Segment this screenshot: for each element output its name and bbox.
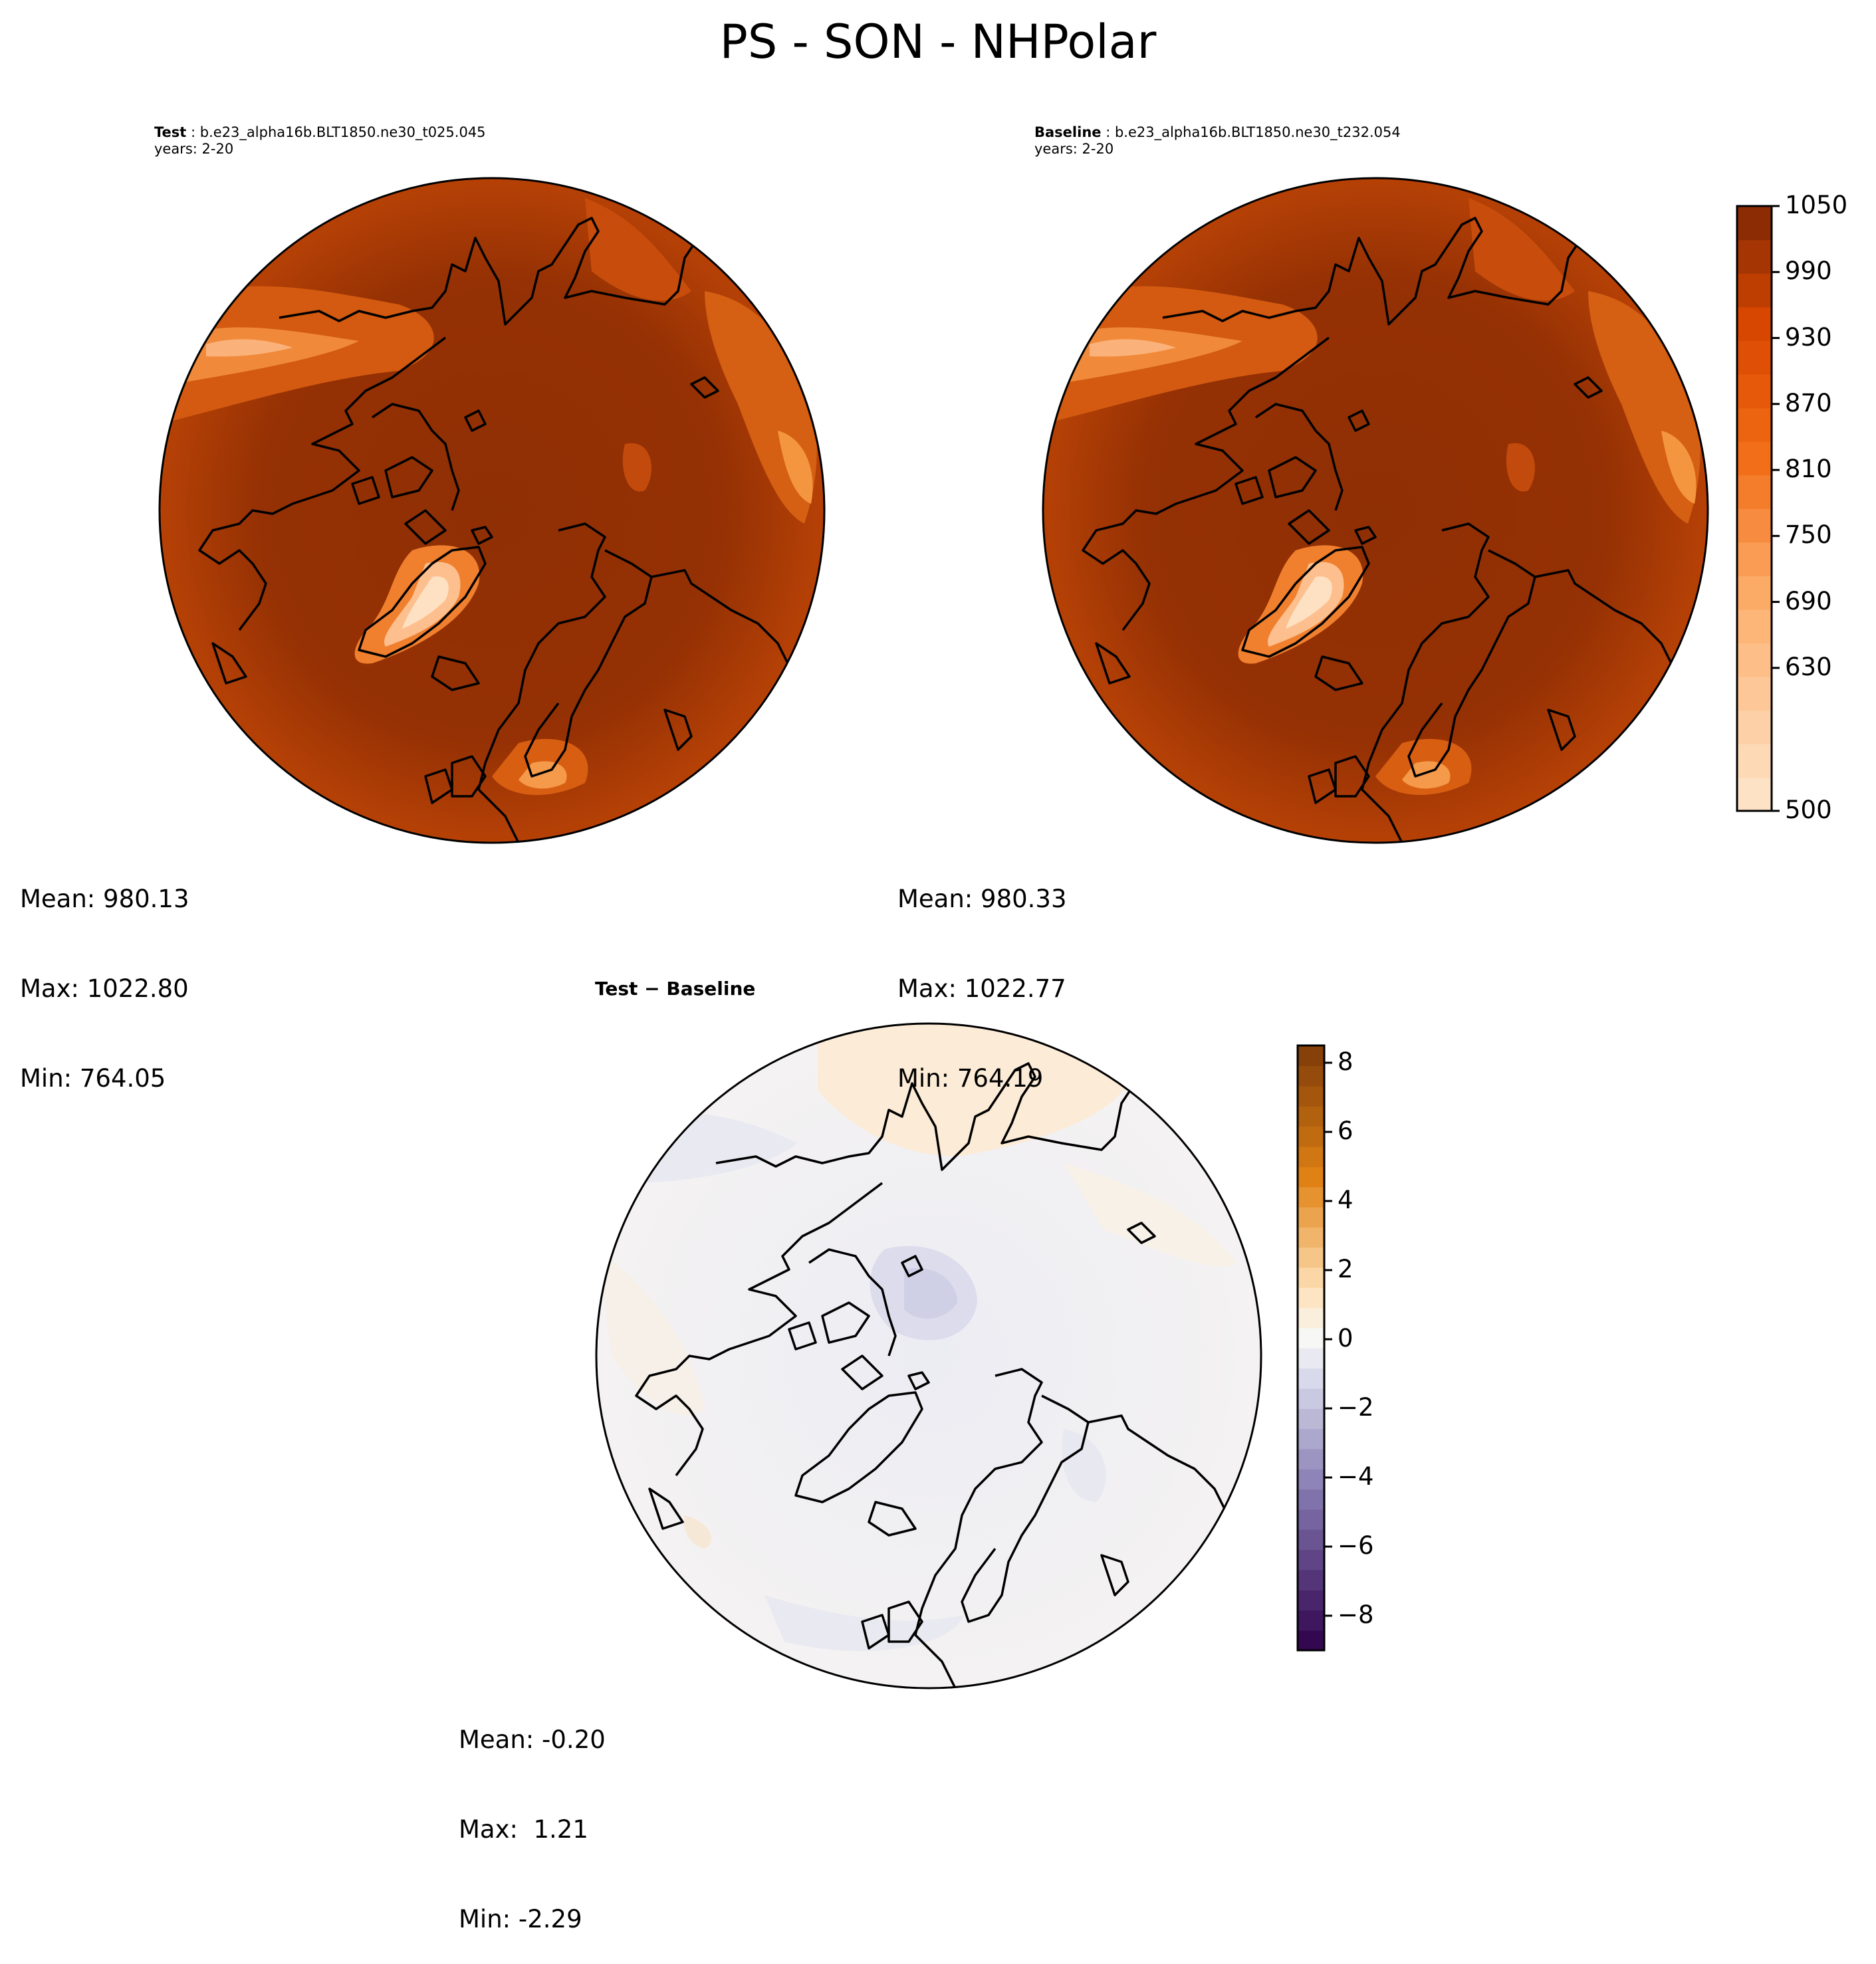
- baseline-stat-min: Min: 764.19: [897, 1064, 1044, 1093]
- diff-colorbar-band: [1298, 1590, 1324, 1611]
- diff-colorbar-band: [1298, 1408, 1324, 1430]
- test-map: [158, 177, 826, 844]
- diff-colorbar-band: [1298, 1489, 1324, 1510]
- baseline-stats: Mean: 980.33 Max: 1022.77 Min: 764.19: [897, 824, 1067, 1123]
- diff-colorbar-band: [1298, 1327, 1324, 1349]
- test-stat-max: Max: 1022.80: [20, 974, 189, 1003]
- main-colorbar-tick-label: 990: [1785, 257, 1832, 286]
- test-panel-title: Test : b.e23_alpha16b.BLT1850.ne30_t025.…: [154, 124, 486, 157]
- diff-colorbar-band: [1298, 1549, 1324, 1571]
- main-colorbar-band: [1737, 643, 1772, 677]
- main-colorbar-band: [1737, 542, 1772, 576]
- main-colorbar-band: [1737, 239, 1772, 274]
- main-colorbar: [1736, 205, 1780, 812]
- main-colorbar-band: [1737, 206, 1772, 241]
- diff-stats: Mean: -0.20 Max: 1.21 Min: -2.29: [459, 1665, 606, 1964]
- main-colorbar-band: [1737, 743, 1772, 778]
- diff-colorbar-tick-label: 8: [1338, 1047, 1353, 1076]
- test-case-name: b.e23_alpha16b.BLT1850.ne30_t025.045: [199, 124, 486, 140]
- diff-colorbar-band: [1298, 1166, 1324, 1188]
- diff-colorbar-tick-label: 4: [1338, 1186, 1353, 1214]
- baseline-case-name: b.e23_alpha16b.BLT1850.ne30_t232.054: [1114, 124, 1401, 140]
- main-colorbar-tick-label: 500: [1785, 796, 1832, 824]
- diff-colorbar-band: [1298, 1106, 1324, 1127]
- main-colorbar-band: [1737, 374, 1772, 409]
- diff-colorbar-band: [1298, 1448, 1324, 1470]
- diff-colorbar-band: [1298, 1509, 1324, 1530]
- diff-colorbar-band: [1298, 1146, 1324, 1167]
- diff-colorbar-band: [1298, 1186, 1324, 1208]
- main-colorbar-tick-label: 870: [1785, 388, 1832, 417]
- diff-colorbar-band: [1298, 1065, 1324, 1087]
- diff-colorbar-band: [1298, 1469, 1324, 1490]
- baseline-stat-mean: Mean: 980.33: [897, 885, 1067, 913]
- baseline-map: [1042, 177, 1709, 844]
- main-colorbar-band: [1737, 576, 1772, 610]
- main-colorbar-band: [1737, 475, 1772, 509]
- diff-stat-mean: Mean: -0.20: [459, 1725, 606, 1754]
- figure-title: PS - SON - NHPolar: [719, 15, 1157, 69]
- baseline-stat-max: Max: 1022.77: [897, 974, 1066, 1003]
- diff-colorbar-band: [1298, 1428, 1324, 1450]
- main-colorbar-band: [1737, 609, 1772, 644]
- diff-stat-min: Min: -2.29: [459, 1905, 582, 1933]
- diff-colorbar-frame: [1296, 1044, 1326, 1652]
- diff-stat-max: Max: 1.21: [459, 1815, 588, 1844]
- test-stats: Mean: 980.13 Max: 1022.80 Min: 764.05: [20, 824, 189, 1123]
- baseline-years: years: 2-20: [1034, 141, 1114, 157]
- baseline-panel-title: Baseline : b.e23_alpha16b.BLT1850.ne30_t…: [1034, 124, 1401, 157]
- diff-colorbar-tick-label: −2: [1338, 1393, 1374, 1422]
- diff-colorbar-band: [1298, 1630, 1324, 1651]
- baseline-label: Baseline: [1034, 124, 1102, 140]
- figure-canvas: [158, 177, 1780, 1690]
- diff-colorbar-band: [1298, 1247, 1324, 1268]
- main-colorbar-band: [1737, 306, 1772, 342]
- diff-panel-title: Test − Baseline: [595, 978, 756, 1000]
- diff-colorbar-tick-label: −6: [1338, 1531, 1374, 1560]
- diff-colorbar-band: [1298, 1610, 1324, 1631]
- main-colorbar-tick-label: 810: [1785, 455, 1832, 484]
- diff-colorbar: [1296, 1044, 1332, 1652]
- test-stat-min: Min: 764.05: [20, 1064, 166, 1093]
- diff-colorbar-band: [1298, 1388, 1324, 1409]
- diff-map: [595, 1022, 1262, 1690]
- main-colorbar-tick-label: 750: [1785, 520, 1832, 550]
- main-colorbar-frame: [1736, 205, 1773, 812]
- main-colorbar-tick-label: 690: [1785, 586, 1832, 615]
- main-colorbar-tick-label: 1050: [1785, 191, 1848, 219]
- test-stat-mean: Mean: 980.13: [20, 885, 189, 913]
- main-colorbar-tick-label: 930: [1785, 322, 1832, 352]
- diff-colorbar-tick-label: 6: [1338, 1117, 1353, 1145]
- diff-colorbar-band: [1298, 1307, 1324, 1329]
- main-colorbar-band: [1737, 508, 1772, 543]
- main-colorbar-band: [1737, 777, 1772, 812]
- diff-colorbar-band: [1298, 1529, 1324, 1551]
- diff-colorbar-band: [1298, 1126, 1324, 1147]
- main-colorbar-band: [1737, 710, 1772, 744]
- test-years: years: 2-20: [154, 141, 234, 157]
- main-colorbar-band: [1737, 676, 1772, 711]
- diff-colorbar-band: [1298, 1368, 1324, 1389]
- diff-colorbar-band: [1298, 1287, 1324, 1309]
- main-colorbar-band: [1737, 407, 1772, 442]
- diff-colorbar-tick-label: 0: [1338, 1324, 1353, 1353]
- diff-colorbar-tick-label: 2: [1338, 1255, 1353, 1283]
- diff-colorbar-band: [1298, 1085, 1324, 1107]
- diff-colorbar-band: [1298, 1348, 1324, 1369]
- main-colorbar-tick-label: 630: [1785, 652, 1832, 681]
- diff-colorbar-band: [1298, 1045, 1324, 1067]
- main-colorbar-band: [1737, 441, 1772, 476]
- test-label: Test: [154, 124, 187, 140]
- diff-colorbar-band: [1298, 1206, 1324, 1228]
- diff-colorbar-tick-label: −8: [1338, 1600, 1374, 1629]
- main-colorbar-band: [1737, 273, 1772, 308]
- main-colorbar-band: [1737, 340, 1772, 375]
- diff-colorbar-band: [1298, 1569, 1324, 1590]
- diff-colorbar-band: [1298, 1267, 1324, 1288]
- diff-colorbar-band: [1298, 1227, 1324, 1248]
- diff-colorbar-tick-label: −4: [1338, 1462, 1374, 1491]
